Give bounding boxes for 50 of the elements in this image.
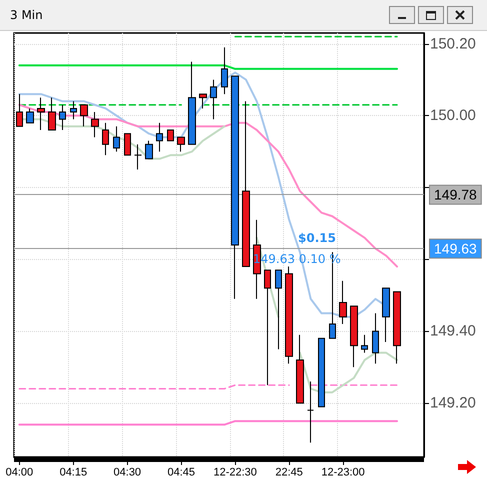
x-tick-label: 04:30 — [114, 466, 142, 478]
y-tick-label: 149.40 — [430, 322, 476, 340]
candlestick — [70, 100, 77, 120]
y-tick-label: 150.00 — [430, 107, 476, 124]
candlestick — [199, 94, 207, 109]
x-tick-label: 04:00 — [6, 466, 34, 478]
candlestick — [275, 270, 282, 350]
candlestick — [113, 126, 120, 152]
candlestick — [350, 306, 358, 368]
ref-line-label: 149.78 — [434, 186, 478, 203]
y-tick-label: 150.20 — [430, 35, 476, 52]
candlestick — [156, 122, 163, 152]
candlestick — [231, 76, 239, 300]
candlestick — [285, 266, 293, 364]
candlestick — [102, 122, 109, 156]
candlestick — [145, 140, 153, 160]
candlestick — [167, 130, 174, 142]
x-tick-label: 12-23:00 — [321, 466, 365, 478]
candlestick — [91, 112, 99, 138]
ref-line-label: 149.63 — [434, 240, 478, 257]
candlestick — [48, 97, 56, 131]
candlestick — [80, 104, 88, 127]
line-series — [18, 104, 398, 268]
candlestick — [264, 270, 271, 386]
candlestick — [59, 104, 66, 131]
candlestick — [37, 97, 45, 131]
x-tick-label: 12-22:30 — [213, 466, 257, 478]
candlestick — [221, 46, 228, 95]
candlestick — [124, 133, 131, 156]
candlestick — [318, 338, 325, 408]
candlestick — [210, 79, 217, 120]
x-tick-label: 04:15 — [60, 466, 88, 478]
annotation: $0.15 — [298, 231, 336, 245]
candlestick — [188, 61, 196, 145]
candlestick — [134, 144, 142, 170]
candlestick — [307, 381, 314, 444]
candlestick — [339, 280, 347, 325]
y-tick-label: 149.20 — [430, 394, 476, 412]
candlestick — [296, 334, 304, 404]
candlestick — [361, 334, 368, 354]
x-tick-label: 04:45 — [167, 466, 195, 478]
candlestick — [26, 108, 34, 124]
candlestick — [382, 288, 390, 343]
candlestick — [242, 100, 250, 268]
x-tick-label: 22:45 — [275, 466, 303, 478]
candlestick — [16, 94, 23, 127]
candlestick — [372, 312, 379, 364]
chart-title: 3 Min — [10, 8, 43, 22]
candlestick — [393, 291, 401, 364]
candlestick — [177, 136, 185, 152]
